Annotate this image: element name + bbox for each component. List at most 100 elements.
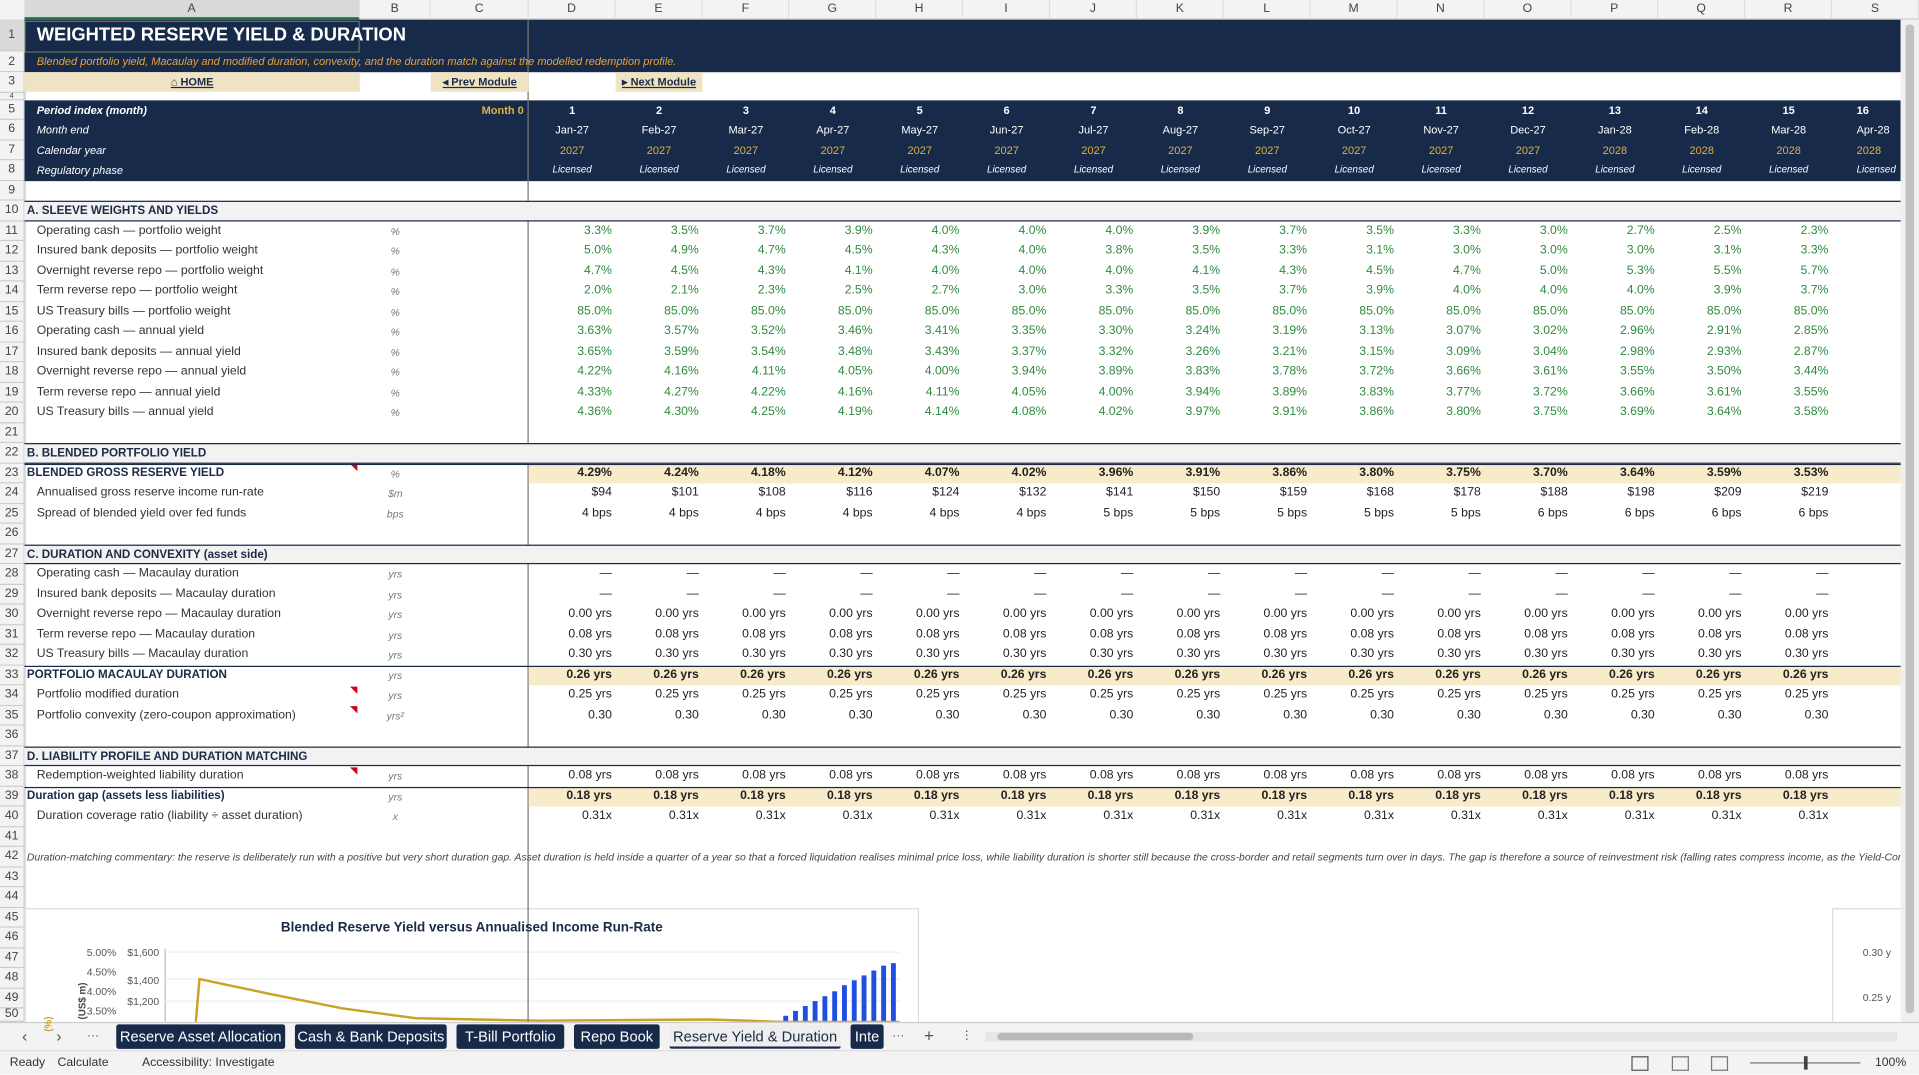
value-cell: 2.0%	[584, 284, 612, 298]
value-cell: 0.31x	[1364, 809, 1394, 823]
value-cell: 3.69%	[1619, 405, 1655, 419]
value-cell: 85.0%	[1793, 304, 1829, 318]
page-break-view[interactable]	[1710, 1056, 1729, 1071]
value-cell: $116	[846, 486, 873, 500]
status-calculate[interactable]: Calculate	[57, 1056, 109, 1070]
value-cell: 85.0%	[1098, 304, 1134, 318]
chart-left-tick: 4.00%	[86, 985, 117, 998]
tab-prev[interactable]: ‹	[22, 1026, 28, 1046]
period-index: 13	[1608, 103, 1621, 116]
value-cell: 0.31x	[668, 809, 699, 823]
value-cell: 3.35%	[1011, 324, 1047, 339]
value-cell: 85.0%	[1011, 304, 1047, 318]
value-cell: 0.30	[588, 708, 612, 722]
row-header: 43	[0, 867, 25, 888]
home-button[interactable]: ⌂ HOME	[24, 72, 360, 92]
add-sheet[interactable]: +	[924, 1025, 935, 1046]
month-zero: Month 0	[481, 103, 524, 116]
value-cell: 0.30	[1022, 708, 1047, 722]
value-cell: 3.24%	[1185, 324, 1221, 339]
zoom-slider[interactable]	[1750, 1056, 1861, 1070]
value-cell: 3.91%	[1272, 405, 1308, 419]
horizontal-scrollbar[interactable]	[985, 1031, 1897, 1042]
sheet-tab[interactable]: Reserve Yield & Duration	[669, 1024, 841, 1049]
value-cell: $168	[1366, 486, 1394, 500]
zoom-level[interactable]: 100%	[1874, 1056, 1907, 1070]
value-cell: —	[947, 587, 960, 601]
scroll-thumb[interactable]	[997, 1032, 1194, 1041]
value-cell: 0.18 yrs	[826, 789, 873, 803]
row-header: 12	[0, 241, 25, 262]
value-cell: —	[1468, 566, 1481, 581]
value-cell: 0.30 yrs	[742, 647, 786, 662]
value-cell: 4.0%	[1018, 243, 1047, 258]
sheet-tab[interactable]: Inte	[850, 1024, 884, 1049]
status-accessibility[interactable]: Accessibility: Investigate	[141, 1056, 275, 1070]
value-cell: 4.08%	[1011, 405, 1047, 419]
sheet-tab[interactable]: Cash & Bank Deposits	[294, 1024, 447, 1049]
column-header: O	[1484, 0, 1572, 20]
value-cell: 0.08 yrs	[1263, 768, 1308, 783]
row-header: 34	[0, 685, 25, 706]
normal-view[interactable]	[1631, 1056, 1649, 1071]
value-cell: 0.30 yrs	[1263, 647, 1308, 662]
sheet-tab[interactable]: T-Bill Portfolio	[456, 1024, 565, 1049]
row-unit: %	[390, 224, 400, 238]
value-cell: 4.00%	[924, 365, 960, 379]
page-layout-view[interactable]	[1671, 1056, 1689, 1071]
regulatory-phase: Licensed	[726, 164, 766, 176]
value-cell: 2.5%	[844, 284, 873, 298]
value-cell: 0.30 yrs	[915, 647, 960, 662]
regulatory-phase: Licensed	[1160, 164, 1201, 176]
row-header: 30	[0, 604, 25, 626]
value-cell: 0.25 yrs	[1437, 688, 1481, 702]
chart-left-tick: 4.50%	[86, 965, 117, 978]
sheet-options[interactable]: ⋮	[960, 1029, 973, 1043]
chart2-box	[1832, 908, 1901, 1022]
scroll-thumb[interactable]	[1905, 24, 1915, 1014]
value-cell: 0.08 yrs	[1350, 768, 1394, 783]
value-cell: 0.30	[848, 708, 873, 722]
value-cell: 4 bps	[842, 506, 873, 520]
value-cell: $101	[671, 486, 699, 500]
value-cell: 3.37%	[1011, 344, 1047, 359]
next-button[interactable]: ▸ Next Module	[615, 72, 703, 92]
value-cell: 3.5%	[1192, 243, 1221, 258]
value-cell: 0.30 yrs	[1002, 647, 1047, 662]
calendar-year: 2027	[820, 144, 846, 157]
tab-next[interactable]: ›	[56, 1026, 62, 1046]
value-cell: 0.08 yrs	[1089, 627, 1134, 641]
sheet-subtitle: Blended portfolio yield, Macaulay and mo…	[36, 55, 677, 68]
tab-more[interactable]: ···	[892, 1029, 905, 1043]
value-cell: 4 bps	[581, 506, 612, 520]
regulatory-phase: Licensed	[1421, 164, 1461, 176]
value-cell: 3.58%	[1793, 405, 1829, 419]
row-header: 15	[0, 301, 25, 323]
period-index: 10	[1348, 103, 1361, 116]
regulatory-phase: Licensed	[1856, 164, 1896, 176]
value-cell: 3.70%	[1533, 465, 1568, 480]
value-cell: 0.18 yrs	[913, 789, 960, 803]
regulatory-phase: Licensed	[813, 164, 853, 176]
value-cell: 0.00 yrs	[1002, 607, 1047, 621]
calendar-year: 2027	[907, 144, 932, 157]
value-cell: 4.07%	[924, 465, 960, 480]
value-cell: 6 bps	[1537, 506, 1568, 520]
sheet-tab[interactable]: Repo Book	[573, 1024, 660, 1049]
sheet-tab[interactable]: Reserve Asset Allocation	[116, 1024, 286, 1049]
row-header: 16	[0, 322, 25, 343]
prev-button[interactable]: ◂ Prev Module	[430, 72, 529, 92]
value-cell: —	[1207, 566, 1221, 581]
value-cell: 4.14%	[924, 405, 960, 419]
row-header: 6	[0, 120, 25, 141]
zoom-thumb[interactable]	[1803, 1056, 1808, 1070]
value-cell: 4.0%	[1452, 284, 1481, 298]
vertical-scrollbar[interactable]	[1900, 0, 1919, 1022]
period-index: 11	[1435, 103, 1447, 116]
tab-more[interactable]: ···	[86, 1029, 100, 1043]
value-cell: 4.0%	[931, 223, 960, 238]
chart-frame	[24, 908, 920, 1022]
row-unit: %	[390, 245, 400, 258]
column-header: L	[1223, 0, 1311, 20]
value-cell: 2.85%	[1793, 324, 1829, 339]
